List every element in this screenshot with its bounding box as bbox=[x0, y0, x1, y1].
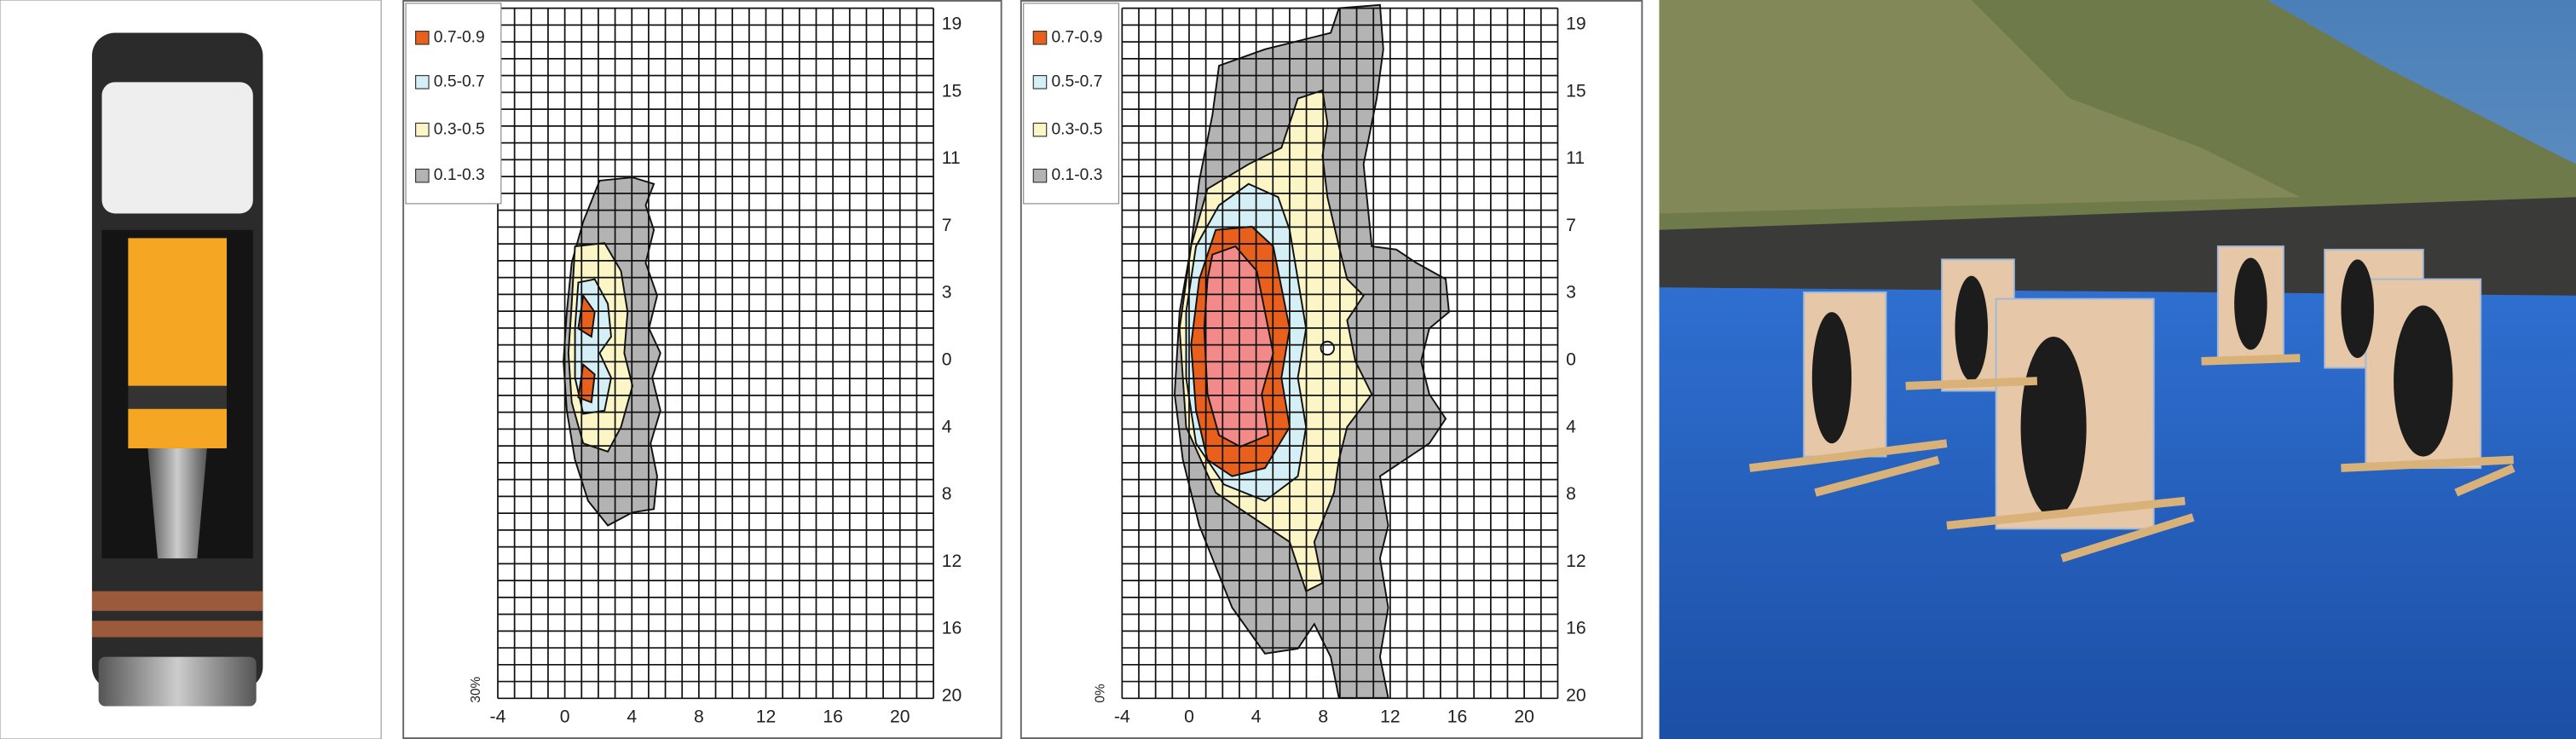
legend-label: 0.5-0.7 bbox=[434, 72, 485, 90]
y-tick-label: 12 bbox=[942, 551, 962, 571]
legend-swatch bbox=[415, 75, 430, 89]
x-tick-label: 20 bbox=[1514, 707, 1534, 727]
legend-swatch bbox=[1032, 75, 1048, 89]
corner-label: 0% bbox=[1093, 684, 1107, 703]
legend: 0.7-0.9 0.5-0.7 0.3-0.5 0.1-0.3 bbox=[405, 3, 502, 205]
x-tick-label: -4 bbox=[1114, 707, 1130, 727]
y-tick-label: 19 bbox=[1566, 14, 1586, 33]
y-tick-label: 4 bbox=[942, 417, 952, 436]
grid bbox=[497, 7, 934, 700]
legend-label: 0.5-0.7 bbox=[1051, 72, 1102, 90]
plot-frame bbox=[402, 0, 1002, 739]
legend: 0.7-0.9 0.5-0.7 0.3-0.5 0.1-0.3 bbox=[1023, 3, 1120, 205]
legend-label: 0.3-0.5 bbox=[1051, 120, 1102, 138]
legend-label: 0.1-0.3 bbox=[434, 166, 485, 184]
y-tick-label: 4 bbox=[1566, 417, 1576, 436]
x-tick-label: 12 bbox=[1380, 707, 1401, 727]
x-tick-label: -4 bbox=[490, 707, 506, 727]
contour-plot: 19 15 11 7 3 0 4 8 12 16 20 -4 0 4 8 12 16 20 30% bbox=[469, 7, 962, 727]
x-tick-label: 8 bbox=[1318, 707, 1328, 727]
y-tick-label: 7 bbox=[942, 216, 952, 235]
legend-swatch bbox=[1032, 168, 1048, 183]
contour-plot: 19 15 11 7 3 0 4 8 12 16 20 -4 0 4 8 12 16 20 0% bbox=[1093, 7, 1586, 727]
x-tick-label: 8 bbox=[694, 707, 704, 727]
y-tick-label: 0 bbox=[942, 349, 952, 369]
y-tick-label: 3 bbox=[1566, 283, 1576, 303]
legend-label: 0.3-0.5 bbox=[434, 120, 485, 138]
field-photo bbox=[1659, 0, 2576, 739]
legend-swatch bbox=[415, 168, 430, 183]
x-tick-label: 20 bbox=[890, 707, 910, 727]
corner-label: 30% bbox=[469, 676, 483, 702]
grid bbox=[1121, 7, 1559, 700]
y-tick-label: 7 bbox=[1566, 216, 1576, 235]
y-tick-label: 8 bbox=[1566, 484, 1576, 504]
x-tick-label: 4 bbox=[1251, 707, 1262, 727]
x-tick-label: 12 bbox=[756, 707, 777, 727]
x-tick-label: 0 bbox=[560, 707, 570, 727]
y-tick-label: 19 bbox=[942, 14, 962, 33]
legend-swatch bbox=[1032, 31, 1048, 45]
y-tick-label: 15 bbox=[942, 81, 962, 101]
legend-label: 0.7-0.9 bbox=[1051, 28, 1102, 46]
x-tick-label: 4 bbox=[627, 707, 637, 727]
legend-swatch bbox=[1032, 122, 1048, 137]
y-tick-label: 8 bbox=[942, 484, 952, 504]
y-tick-label: 0 bbox=[1566, 349, 1576, 369]
x-tick-label: 16 bbox=[1447, 707, 1468, 727]
y-tick-label: 16 bbox=[1566, 619, 1586, 638]
y-tick-label: 20 bbox=[942, 686, 962, 706]
legend-swatch bbox=[415, 31, 430, 45]
y-tick-label: 20 bbox=[1566, 686, 1586, 706]
x-tick-label: 0 bbox=[1184, 707, 1194, 727]
y-tick-label: 11 bbox=[1566, 148, 1585, 168]
cartridge-photo bbox=[0, 0, 382, 739]
legend-label: 0.1-0.3 bbox=[1051, 166, 1102, 184]
y-tick-label: 16 bbox=[942, 619, 962, 638]
y-tick-label: 15 bbox=[1566, 81, 1586, 101]
legend-swatch bbox=[415, 122, 430, 137]
y-tick-label: 11 bbox=[942, 148, 961, 168]
y-tick-label: 3 bbox=[942, 283, 952, 303]
y-tick-label: 12 bbox=[1566, 551, 1586, 571]
x-tick-label: 16 bbox=[823, 707, 843, 727]
legend-label: 0.7-0.9 bbox=[434, 28, 485, 46]
